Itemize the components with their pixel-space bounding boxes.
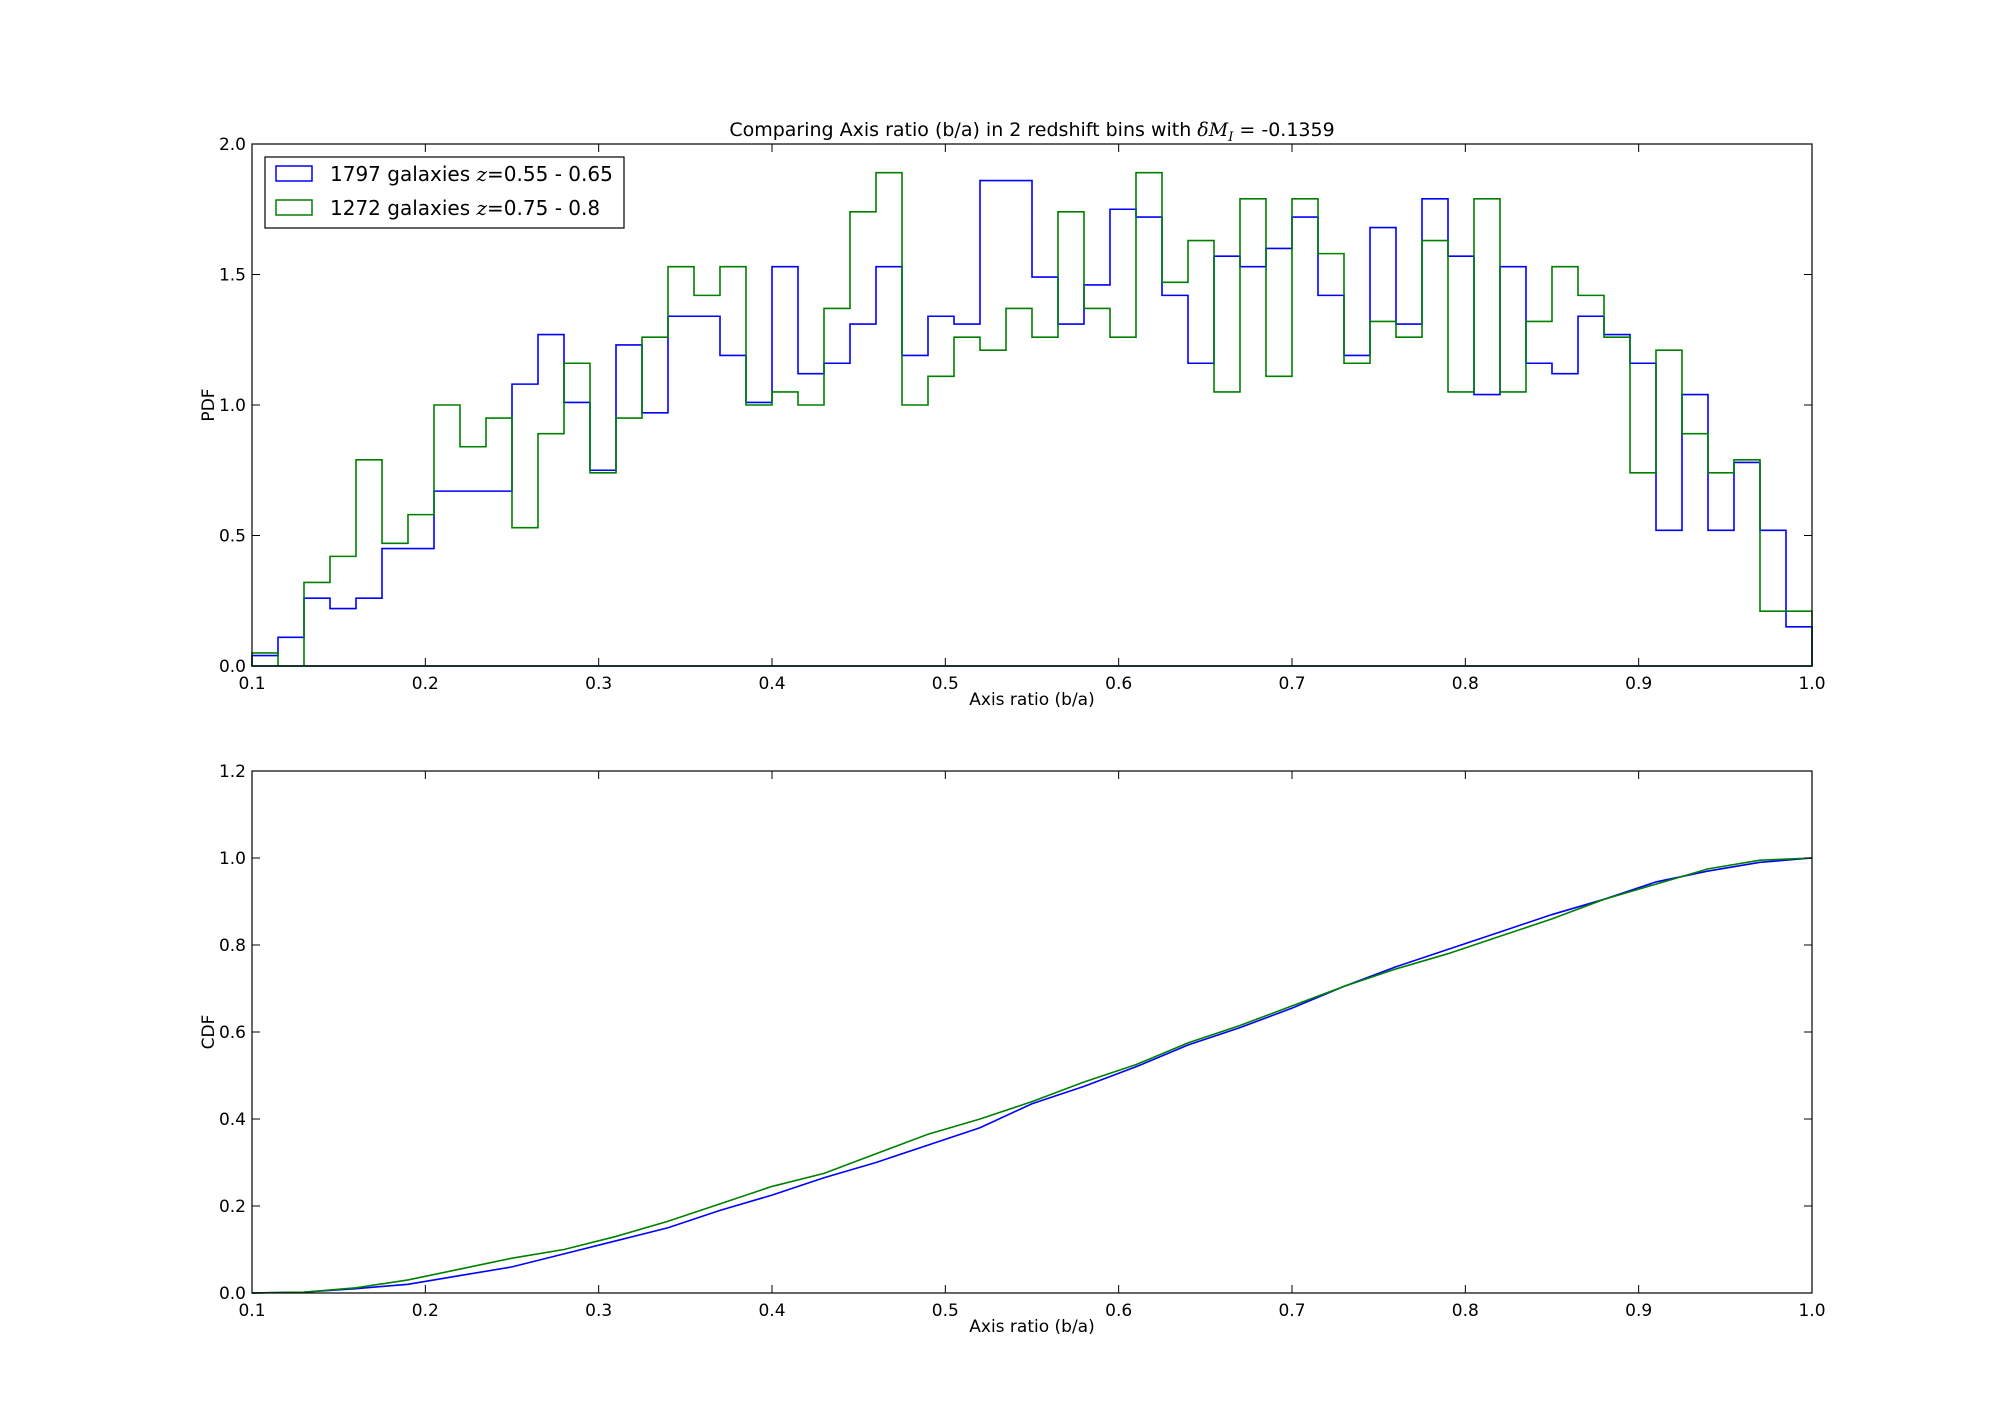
pdf-step-series-1 bbox=[251, 171, 1813, 667]
cdf-y-tick-label: 1.0 bbox=[219, 849, 246, 869]
pdf-y-tick-label: 0.5 bbox=[219, 527, 246, 547]
cdf-line-series-0 bbox=[251, 857, 1813, 1294]
cdf-x-tick-label: 0.2 bbox=[412, 1301, 439, 1321]
pdf-title-suffix: = -0.1359 bbox=[1233, 119, 1334, 141]
pdf-x-tick-label: 0.1 bbox=[238, 674, 265, 694]
pdf-y-tick-label: 1.0 bbox=[219, 396, 246, 416]
pdf-y-tick-label: 2.0 bbox=[219, 135, 246, 155]
legend-label-green-prefix: 1272 galaxies bbox=[330, 196, 477, 220]
pdf-legend: 1797 galaxies z=0.55 - 0.65 1272 galaxie… bbox=[264, 156, 625, 229]
cdf-x-tick-label: 0.5 bbox=[932, 1301, 959, 1321]
legend-label-blue: 1797 galaxies z=0.55 - 0.65 bbox=[330, 162, 613, 186]
pdf-y-axis-label: PDF bbox=[199, 388, 219, 421]
cdf-y-tick-label: 1.2 bbox=[219, 762, 246, 782]
pdf-x-tick-label: 1.0 bbox=[1798, 674, 1825, 694]
pdf-x-tick-label: 0.4 bbox=[758, 674, 785, 694]
pdf-title-math-sub: I bbox=[1227, 130, 1234, 145]
cdf-ticks-layer: 0.1 0.2 0.3 0.4 0.5 0.6 0.7 0.8 0.9 1.0 0.0 0.2 0.4 0… bbox=[219, 762, 1826, 1321]
cdf-line-series-1 bbox=[251, 857, 1813, 1294]
legend-label-blue-math: z bbox=[476, 162, 488, 186]
pdf-x-tick-label: 0.5 bbox=[932, 674, 959, 694]
cdf-x-tick-label: 0.1 bbox=[238, 1301, 265, 1321]
pdf-x-tick-label: 0.6 bbox=[1105, 674, 1132, 694]
pdf-x-tick-label: 0.8 bbox=[1452, 674, 1479, 694]
legend-label-green-math: z bbox=[476, 196, 488, 220]
pdf-x-tick-label: 0.3 bbox=[585, 674, 612, 694]
cdf-x-tick-label: 0.3 bbox=[585, 1301, 612, 1321]
pdf-ticks-layer: 0.1 0.2 0.3 0.4 0.5 0.6 0.7 0.8 0.9 1.0 0.0 0.5 1.0 1… bbox=[219, 135, 1826, 694]
legend-frame bbox=[264, 156, 625, 229]
cdf-x-tick-label: 0.4 bbox=[758, 1301, 785, 1321]
legend-label-blue-prefix: 1797 galaxies bbox=[330, 162, 477, 186]
cdf-x-tick-label: 1.0 bbox=[1798, 1301, 1825, 1321]
cdf-x-axis-label: Axis ratio (b/a) bbox=[969, 1317, 1094, 1337]
cdf-x-tick-label: 0.6 bbox=[1105, 1301, 1132, 1321]
cdf-x-tick-label: 0.7 bbox=[1278, 1301, 1305, 1321]
cdf-y-tick-label: 0.2 bbox=[219, 1197, 246, 1217]
cdf-y-tick-label: 0.0 bbox=[219, 1284, 246, 1304]
pdf-x-tick-label: 0.2 bbox=[412, 674, 439, 694]
pdf-x-axis-label: Axis ratio (b/a) bbox=[969, 690, 1094, 710]
cdf-x-tick-label: 0.9 bbox=[1625, 1301, 1652, 1321]
pdf-step-series-0 bbox=[251, 179, 1813, 667]
pdf-title-prefix: Comparing Axis ratio (b/a) in 2 redshift… bbox=[729, 119, 1197, 141]
legend-label-blue-suffix: =0.55 - 0.65 bbox=[487, 162, 613, 186]
pdf-y-tick-label: 1.5 bbox=[219, 266, 246, 286]
legend-label-green-suffix: =0.75 - 0.8 bbox=[487, 196, 600, 220]
legend-swatch-green bbox=[275, 199, 313, 216]
pdf-series-layer bbox=[251, 171, 1813, 667]
pdf-y-tick-label: 0.0 bbox=[219, 657, 246, 677]
cdf-y-tick-label: 0.6 bbox=[219, 1023, 246, 1043]
pdf-title: Comparing Axis ratio (b/a) in 2 redshift… bbox=[729, 119, 1334, 145]
cdf-series-layer bbox=[251, 857, 1813, 1294]
legend-label-green: 1272 galaxies z=0.75 - 0.8 bbox=[330, 196, 600, 220]
cdf-x-tick-label: 0.8 bbox=[1452, 1301, 1479, 1321]
legend-swatch-blue bbox=[275, 165, 313, 182]
pdf-panel: Comparing Axis ratio (b/a) in 2 redshift… bbox=[199, 119, 1826, 710]
pdf-title-math: δM bbox=[1197, 119, 1228, 141]
cdf-y-tick-label: 0.4 bbox=[219, 1110, 246, 1130]
pdf-x-tick-label: 0.7 bbox=[1278, 674, 1305, 694]
pdf-x-tick-label: 0.9 bbox=[1625, 674, 1652, 694]
cdf-panel: 0.1 0.2 0.3 0.4 0.5 0.6 0.7 0.8 0.9 1.0 0.0 0.2 0.4 0… bbox=[199, 762, 1826, 1337]
cdf-y-tick-label: 0.8 bbox=[219, 936, 246, 956]
cdf-y-axis-label: CDF bbox=[199, 1015, 219, 1050]
